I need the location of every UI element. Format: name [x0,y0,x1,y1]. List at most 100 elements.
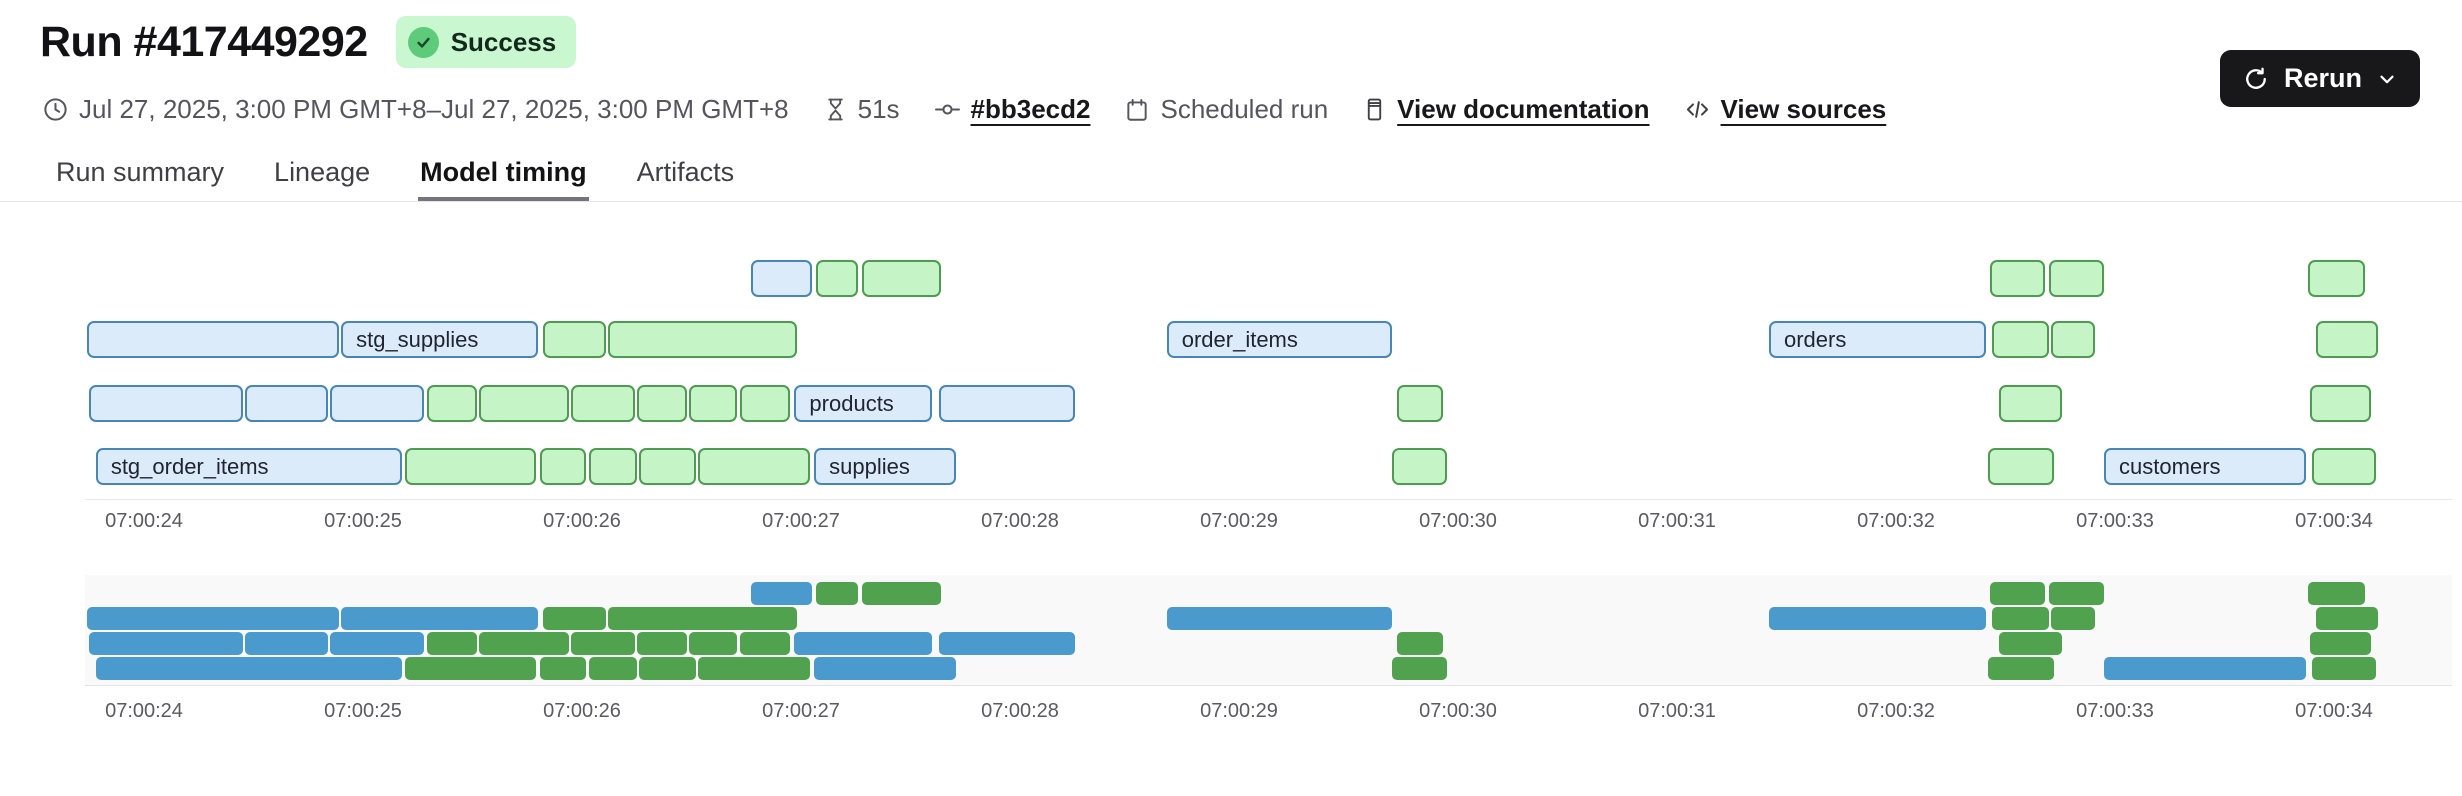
main-chart-axis-line [85,499,2452,500]
model-bar-mini [739,632,791,655]
model-bar[interactable] [739,385,791,422]
axis-tick-label-mini: 07:00:26 [543,700,621,722]
run-trigger-label: Scheduled run [1160,94,1329,124]
stg_order_items-bar[interactable]: stg_order_items [95,448,403,485]
axis-tick-label: 07:00:25 [324,510,402,532]
model-bar[interactable] [87,321,339,358]
order_items-bar[interactable]: order_items [1166,321,1393,358]
model-bar[interactable] [816,260,858,297]
model-bar[interactable] [588,448,637,485]
axis-tick-label: 07:00:24 [105,510,183,532]
calendar-icon [1127,98,1148,121]
orders-bar[interactable]: orders [1768,321,1986,358]
commit-link[interactable]: #bb3ecd2 [970,94,1091,124]
model-bar-mini [404,657,536,680]
products-bar[interactable]: products [794,385,933,422]
success-check-icon [407,26,439,58]
axis-tick-label: 07:00:33 [2076,510,2154,532]
git-commit-icon [934,104,960,115]
view-sources-link[interactable]: View sources [1720,94,1887,124]
model-bar-mini [2316,607,2378,630]
model-bar[interactable] [404,448,536,485]
axis-tick-label: 07:00:26 [543,510,621,532]
orders-bar-mini [1768,607,1986,630]
model-bar[interactable] [2309,385,2372,422]
run-dates: Jul 27, 2025, 3:00 PM GMT+8–Jul 27, 2025… [42,94,789,125]
axis-tick-label: 07:00:31 [1638,510,1716,532]
model-bar[interactable] [1396,385,1443,422]
tab-artifacts[interactable]: Artifacts [636,157,735,187]
rerun-button-label: Rerun [2283,63,2362,93]
model-bar[interactable] [750,260,812,297]
model-bar[interactable] [862,260,942,297]
model-bar[interactable] [1987,448,2054,485]
model-bar[interactable] [542,321,607,358]
sources[interactable]: View sources [1684,94,1887,125]
hourglass-icon [827,98,843,121]
supplies-bar[interactable]: supplies [814,448,957,485]
model-bar[interactable] [2049,260,2105,297]
model-bar[interactable] [938,385,1075,422]
axis-tick-label: 07:00:27 [762,510,840,532]
model-bar-mini [1998,632,2063,655]
model-bar[interactable] [608,321,797,358]
tab-model-timing[interactable]: Model timing [418,148,589,201]
model-bar[interactable] [571,385,635,422]
model-bar[interactable] [689,385,738,422]
axis-tick-label: 07:00:29 [1200,510,1278,532]
model-bar-mini [2312,657,2376,680]
model-bar[interactable] [479,385,569,422]
model-bar[interactable] [1392,448,1448,485]
status-badge: Success [395,16,577,68]
model-bar-mini [244,632,328,655]
model-bar[interactable] [330,385,425,422]
axis-tick-label-mini: 07:00:31 [1638,700,1716,722]
model-bar[interactable] [2312,448,2376,485]
model-bar[interactable] [638,448,696,485]
model-bar[interactable] [636,385,688,422]
axis-tick-label-mini: 07:00:25 [324,700,402,722]
code-icon [1686,101,1708,118]
header: Run #417449292 Success [40,16,577,68]
model-bar[interactable] [698,448,810,485]
axis-tick-label: 07:00:32 [1857,510,1935,532]
tab-lineage[interactable]: Lineage [274,157,371,187]
axis-tick-label-mini: 07:00:30 [1419,700,1497,722]
model-bar-mini [588,657,637,680]
stg_order_items-bar-mini [95,657,403,680]
commit-ref[interactable]: #bb3ecd2 [934,94,1091,125]
model-bar[interactable] [2316,321,2378,358]
model-bar-mini [2051,607,2096,630]
model-bar-mini [89,632,243,655]
products-bar-mini [794,632,933,655]
rerun-button[interactable]: Rerun [2219,50,2420,107]
model-bar[interactable] [1998,385,2063,422]
documentation[interactable]: View documentation [1362,94,1650,125]
stg_supplies-bar[interactable]: stg_supplies [341,321,539,358]
model-bar[interactable] [1992,321,2050,358]
model-bar-mini [750,582,812,605]
model-bar[interactable] [244,385,328,422]
axis-tick-label-mini: 07:00:28 [981,700,1059,722]
clock-icon [44,98,67,121]
customers-bar[interactable]: customers [2104,448,2306,485]
page-title: Run #417449292 [40,17,368,66]
model-bar-mini [1392,657,1448,680]
model-bar[interactable] [2307,260,2365,297]
model-bar[interactable] [426,385,477,422]
order_items-bar-mini [1166,607,1393,630]
view-documentation-link[interactable]: View documentation [1397,94,1650,124]
model-bar-mini [1992,607,2050,630]
model-bar-mini [330,632,425,655]
model-bar[interactable] [1990,260,2045,297]
model-bar-mini [542,607,607,630]
model-bar[interactable] [2051,321,2096,358]
model-bar-mini [1396,632,1443,655]
tab-run-summary[interactable]: Run summary [56,157,225,187]
axis-tick-label-mini: 07:00:29 [1200,700,1278,722]
model-bar[interactable] [540,448,587,485]
model-bar-mini [540,657,587,680]
model-bar[interactable] [89,385,243,422]
axis-tick-label-mini: 07:00:33 [2076,700,2154,722]
